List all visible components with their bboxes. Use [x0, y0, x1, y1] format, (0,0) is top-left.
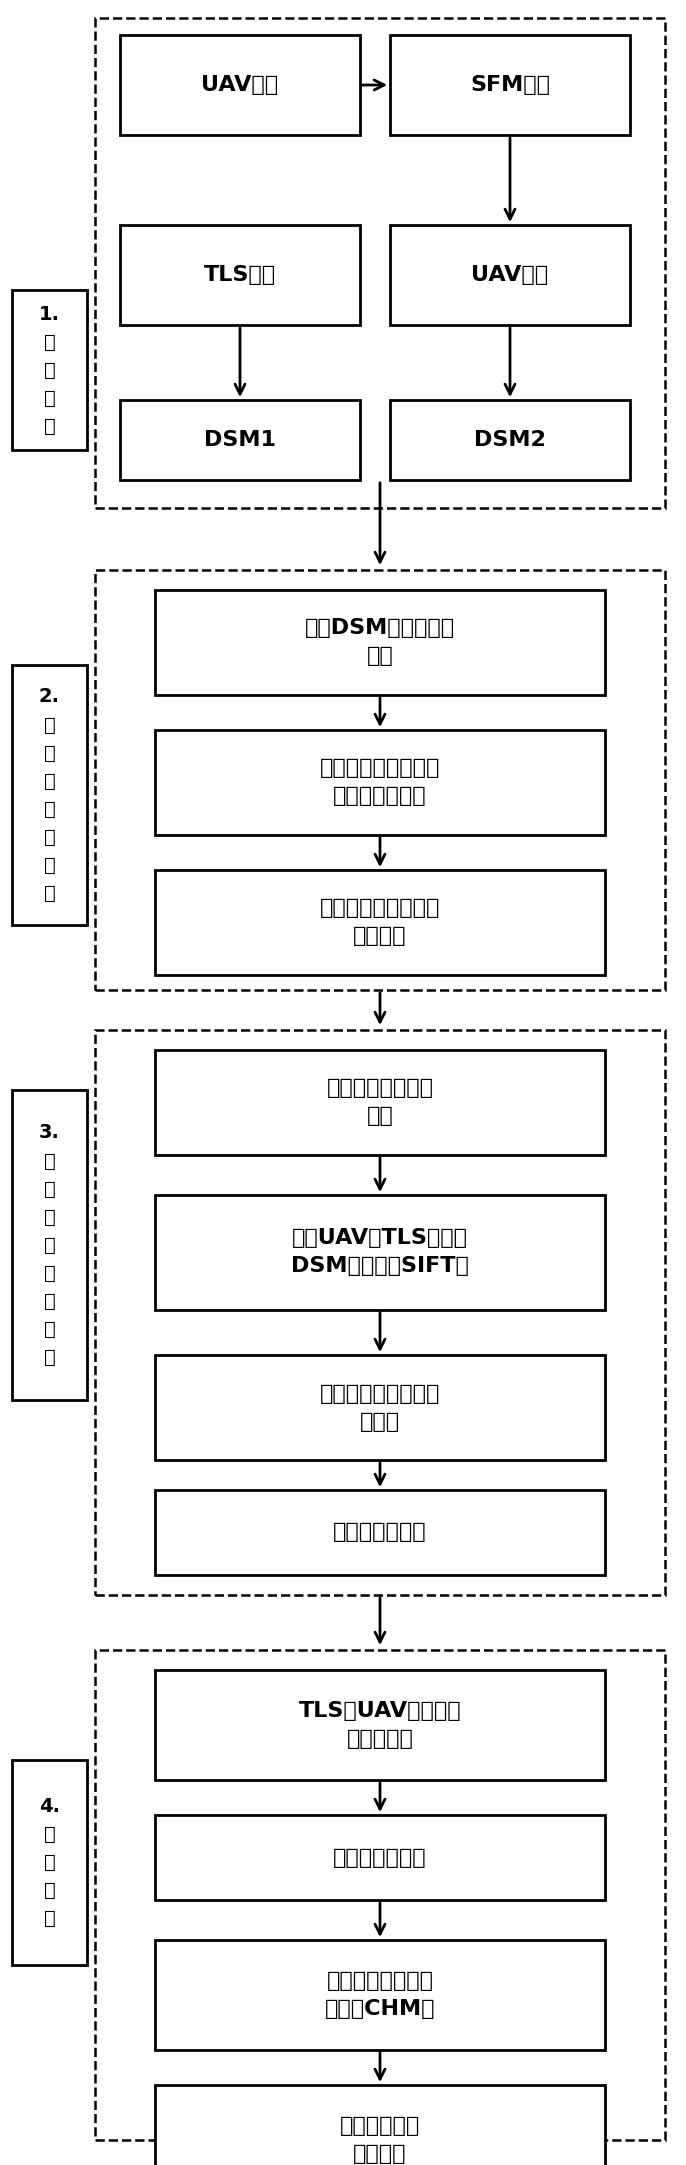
Bar: [12, 665, 87, 924]
Bar: [155, 1050, 605, 1154]
Bar: [95, 1650, 665, 2139]
Bar: [155, 730, 605, 836]
Text: 局域最大值法
提取树高: 局域最大值法 提取树高: [340, 2115, 420, 2165]
Text: DSM2: DSM2: [474, 431, 546, 450]
Text: DSM1: DSM1: [204, 431, 276, 450]
Text: 样地地面点分割: 样地地面点分割: [333, 1847, 427, 1868]
Text: TLS和UAV样地点云
的结合数据: TLS和UAV样地点云 的结合数据: [298, 1702, 461, 1749]
Bar: [95, 569, 665, 989]
Bar: [120, 35, 360, 134]
Text: 估算DSM上所有点的
曲率: 估算DSM上所有点的 曲率: [305, 619, 455, 667]
Bar: [155, 1814, 605, 1901]
Text: 4.
树
高
提
取: 4. 树 高 提 取: [39, 1797, 60, 1929]
Bar: [155, 2085, 605, 2165]
Bar: [390, 401, 630, 481]
Text: 存储所有点云尺度不
变的局部邻近点: 存储所有点云尺度不 变的局部邻近点: [320, 758, 440, 808]
Bar: [155, 870, 605, 974]
Bar: [155, 1940, 605, 2050]
Bar: [155, 591, 605, 695]
Text: UAV点云: UAV点云: [471, 264, 549, 286]
Text: 1.
点
云
获
取: 1. 点 云 获 取: [39, 305, 60, 435]
Text: 匹配最相似的关键点
描述符: 匹配最相似的关键点 描述符: [320, 1383, 440, 1431]
Bar: [155, 1669, 605, 1780]
Bar: [95, 1031, 665, 1596]
Bar: [95, 17, 665, 509]
Bar: [120, 225, 360, 325]
Text: SFM算法: SFM算法: [470, 76, 550, 95]
Text: UAV像对: UAV像对: [202, 76, 279, 95]
Text: 生成UAV、TLS点云的
DSM描述符（SIFT）: 生成UAV、TLS点云的 DSM描述符（SIFT）: [291, 1228, 469, 1277]
Bar: [12, 1089, 87, 1401]
Bar: [12, 1760, 87, 1966]
Bar: [390, 35, 630, 134]
Text: 建立关键点描述符
区域: 建立关键点描述符 区域: [327, 1078, 434, 1126]
Text: 选择高于其邻近点曲
率值的点: 选择高于其邻近点曲 率值的点: [320, 898, 440, 946]
Bar: [155, 1355, 605, 1459]
Text: 3.
点
云
数
据
坐
标
融
合: 3. 点 云 数 据 坐 标 融 合: [39, 1124, 60, 1366]
Bar: [120, 401, 360, 481]
Bar: [12, 290, 87, 450]
Text: 关键点坐标转换: 关键点坐标转换: [333, 1522, 427, 1541]
Bar: [155, 1490, 605, 1574]
Text: TLS点云: TLS点云: [204, 264, 276, 286]
Bar: [155, 1195, 605, 1310]
Bar: [390, 225, 630, 325]
Text: 2.
三
维
关
键
点
提
取: 2. 三 维 关 键 点 提 取: [39, 688, 60, 903]
Text: 建立样地树冠高度
模型（CHM）: 建立样地树冠高度 模型（CHM）: [324, 1970, 435, 2020]
